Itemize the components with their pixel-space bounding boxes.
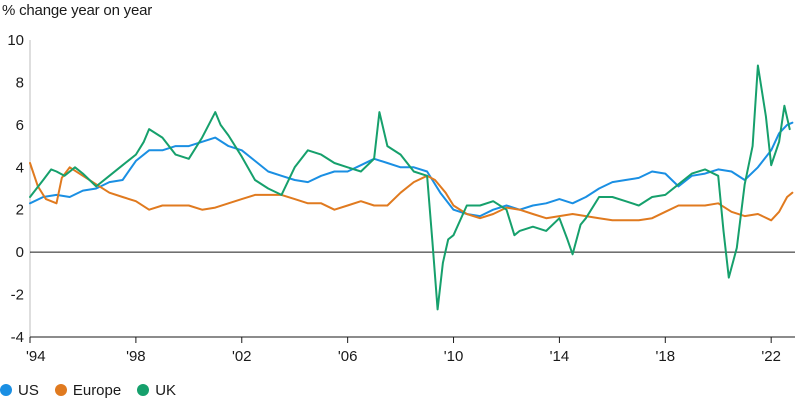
axes: 10 8 6 4 2 0 -2 -4'94 '98 '02 '06 '10 '14 '18 '22 [7,32,795,365]
x-tick-label: '02 [232,348,252,365]
x-tick-label: '22 [761,348,781,365]
series-line-uk [29,64,791,311]
legend-label-us: US [18,381,39,399]
legend-item-us: US [0,382,39,399]
series-line-us [29,121,794,218]
x-tick-label: '98 [126,348,146,365]
y-tick-label: -2 [11,287,24,304]
y-tick-label: 4 [16,159,24,176]
series-line-europe [29,162,794,222]
x-tick-label: '14 [550,348,570,365]
x-tick-label: '94 [26,348,46,365]
legend: US Europe UK [0,380,192,400]
x-tick-label: '18 [656,348,676,365]
y-tick-label: -4 [11,329,24,346]
legend-label-uk: UK [155,381,177,399]
y-axis-label: % change year on year [2,2,153,19]
legend-swatch-uk [137,384,150,396]
legend-swatch-europe [54,384,67,396]
legend-label-europe: Europe [72,381,122,399]
x-tick-label: '10 [444,348,464,365]
legend-swatch-us [0,384,12,396]
y-tick-label: 10 [7,32,24,49]
y-tick-label: 6 [16,117,24,134]
x-tick-label: '06 [338,348,358,365]
series-lines [29,64,794,311]
y-tick-label: 0 [16,244,24,261]
legend-item-europe: Europe [54,381,122,399]
y-tick-label: 2 [16,202,24,219]
legend-item-uk: UK [137,382,176,399]
y-tick-label: 8 [16,74,24,91]
